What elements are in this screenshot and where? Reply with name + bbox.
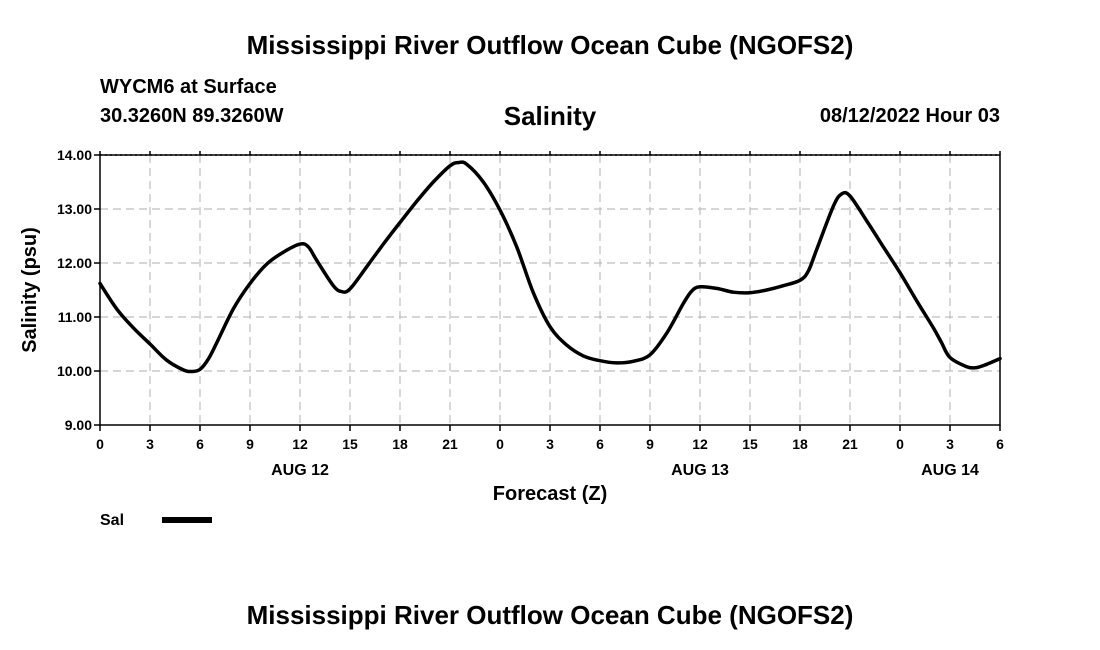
y-tick-label: 9.00 xyxy=(65,417,92,433)
grid xyxy=(100,154,1000,425)
x-tick-label: 6 xyxy=(996,436,1004,452)
y-tick-label: 12.00 xyxy=(57,255,92,271)
y-tick-label: 13.00 xyxy=(57,201,92,217)
x-tick-label: 6 xyxy=(596,436,604,452)
x-tick-label: 18 xyxy=(392,436,408,452)
x-tick-label: 0 xyxy=(896,436,904,452)
x-tick-label: 15 xyxy=(742,436,758,452)
salinity-series-line xyxy=(98,160,1002,374)
date-label: AUG 12 xyxy=(271,462,329,479)
legend-label: Sal xyxy=(100,512,124,529)
station-label: WYCM6 at Surface xyxy=(100,76,277,98)
main-title: Mississippi River Outflow Ocean Cube (NG… xyxy=(246,30,854,60)
x-tick-label: 9 xyxy=(246,436,254,452)
x-axis-title: Forecast (Z) xyxy=(493,483,607,505)
y-axis-title: Salinity (psu) xyxy=(19,227,41,353)
x-tick-label: 21 xyxy=(442,436,458,452)
y-tick-label: 11.00 xyxy=(58,309,92,325)
chart-title: Salinity xyxy=(503,101,597,131)
date-label: AUG 14 xyxy=(921,462,979,479)
y-tick-label: 14.00 xyxy=(57,147,92,163)
footer-title: Mississippi River Outflow Ocean Cube (NG… xyxy=(246,600,854,630)
date-label: AUG 13 xyxy=(671,462,729,479)
y-axis: 9.00 10.00 11.00 12.00 13.00 14.00 xyxy=(57,147,100,433)
x-tick-label: 3 xyxy=(146,436,154,452)
x-tick-label: 15 xyxy=(342,436,358,452)
forecast-timestamp: 08/12/2022 Hour 03 xyxy=(819,105,1000,127)
x-tick-label: 9 xyxy=(646,436,654,452)
x-tick-label: 0 xyxy=(96,436,104,452)
x-tick-label: 3 xyxy=(546,436,554,452)
x-tick-label: 12 xyxy=(292,436,308,452)
y-tick-label: 10.00 xyxy=(57,363,92,379)
x-tick-label: 18 xyxy=(792,436,808,452)
date-labels: AUG 12 AUG 13 AUG 14 xyxy=(271,462,979,479)
x-tick-label: 21 xyxy=(842,436,858,452)
x-tick-label: 12 xyxy=(692,436,708,452)
x-tick-label: 6 xyxy=(196,436,204,452)
x-axis: 0 3 6 9 12 15 18 21 0 3 6 9 12 15 18 21 0 3 6 xyxy=(96,151,1004,452)
x-tick-label: 3 xyxy=(946,436,954,452)
x-tick-label: 0 xyxy=(496,436,504,452)
station-coordinates: 30.3260N 89.3260W xyxy=(100,105,284,127)
